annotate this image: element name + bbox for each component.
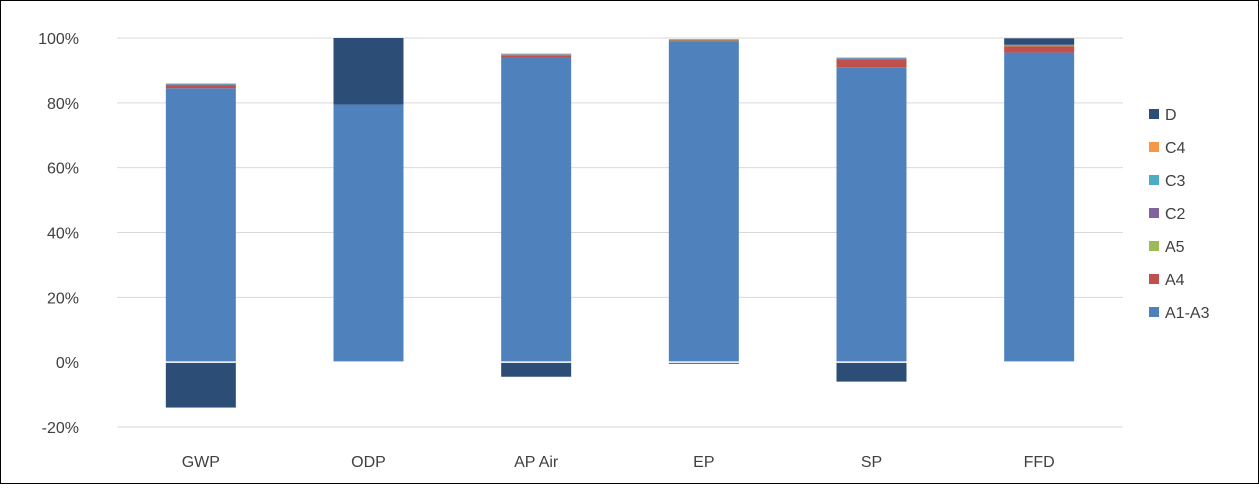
bar-segment [165, 84, 236, 85]
bar-segment [836, 67, 907, 363]
bar-segment [668, 41, 739, 363]
bars [165, 38, 1075, 408]
bar-segment [501, 54, 572, 56]
x-tick-label: AP Air [514, 454, 559, 471]
bar-segment [333, 38, 404, 105]
x-tick-label: EP [693, 454, 714, 471]
y-tick-label: 100% [38, 31, 79, 48]
legend-swatch [1149, 274, 1159, 284]
bar-segment [1004, 38, 1075, 45]
bar-segment [836, 59, 907, 68]
legend-swatch [1149, 109, 1159, 119]
legend-swatch [1149, 208, 1159, 218]
bar-segment [165, 83, 236, 85]
bar-segment [165, 84, 236, 86]
legend-label: A4 [1165, 272, 1185, 289]
x-tick-label: FFD [1024, 454, 1055, 471]
bar-segment [836, 58, 907, 60]
bar-segment [1004, 46, 1075, 53]
bar-segment [836, 57, 907, 59]
bar-segment [668, 40, 739, 42]
bar-segment [165, 84, 236, 85]
legend-swatch [1149, 175, 1159, 185]
x-tick-label: GWP [182, 454, 220, 471]
y-axis-tick-labels: -20% 0% 20% 40% 60% 80% 100% [38, 31, 79, 437]
legend-label: A5 [1165, 239, 1185, 256]
bar-segment [333, 104, 404, 363]
legend-swatch [1149, 307, 1159, 317]
bar-segment [836, 362, 907, 382]
bar-segment [668, 39, 739, 41]
bar-segment [1004, 52, 1075, 363]
bar-segment [1004, 45, 1075, 46]
bar-segment [836, 58, 907, 59]
y-tick-label: 0% [56, 355, 79, 372]
legend-label: C3 [1165, 173, 1186, 190]
legend-swatch [1149, 142, 1159, 152]
y-tick-label: 40% [47, 226, 79, 243]
legend-label: C2 [1165, 206, 1186, 223]
bar-segment [501, 362, 572, 377]
bar-segment [668, 39, 739, 41]
legend-swatch [1149, 241, 1159, 251]
bar-segment [501, 54, 572, 56]
bar-segment [1004, 45, 1075, 47]
legend-label: C4 [1165, 140, 1186, 157]
bar-segment [668, 362, 739, 364]
bar-segment [501, 53, 572, 55]
bar-segment [501, 54, 572, 55]
bar-segment [1004, 44, 1075, 46]
legend: D C4 C3 C2 A5 A4 A1-A3 [1149, 107, 1210, 322]
gridlines [117, 37, 1123, 428]
bar-segment [165, 85, 236, 89]
bar-segment [501, 55, 572, 58]
legend-label: D [1165, 107, 1177, 124]
bar-segment [1004, 45, 1075, 46]
y-tick-label: 20% [47, 290, 79, 307]
bar-segment [668, 38, 739, 40]
bar-segment [165, 88, 236, 363]
x-tick-label: SP [861, 454, 882, 471]
y-tick-label: 60% [47, 161, 79, 178]
y-tick-label: 80% [47, 96, 79, 113]
bar-segment [836, 57, 907, 58]
legend-label: A1-A3 [1165, 305, 1210, 322]
bar-segment [501, 57, 572, 363]
bar-segment [165, 362, 236, 408]
x-tick-label: ODP [351, 454, 386, 471]
x-axis-tick-labels: GWP ODP AP Air EP SP FFD [182, 454, 1055, 471]
y-tick-label: -20% [42, 420, 79, 437]
